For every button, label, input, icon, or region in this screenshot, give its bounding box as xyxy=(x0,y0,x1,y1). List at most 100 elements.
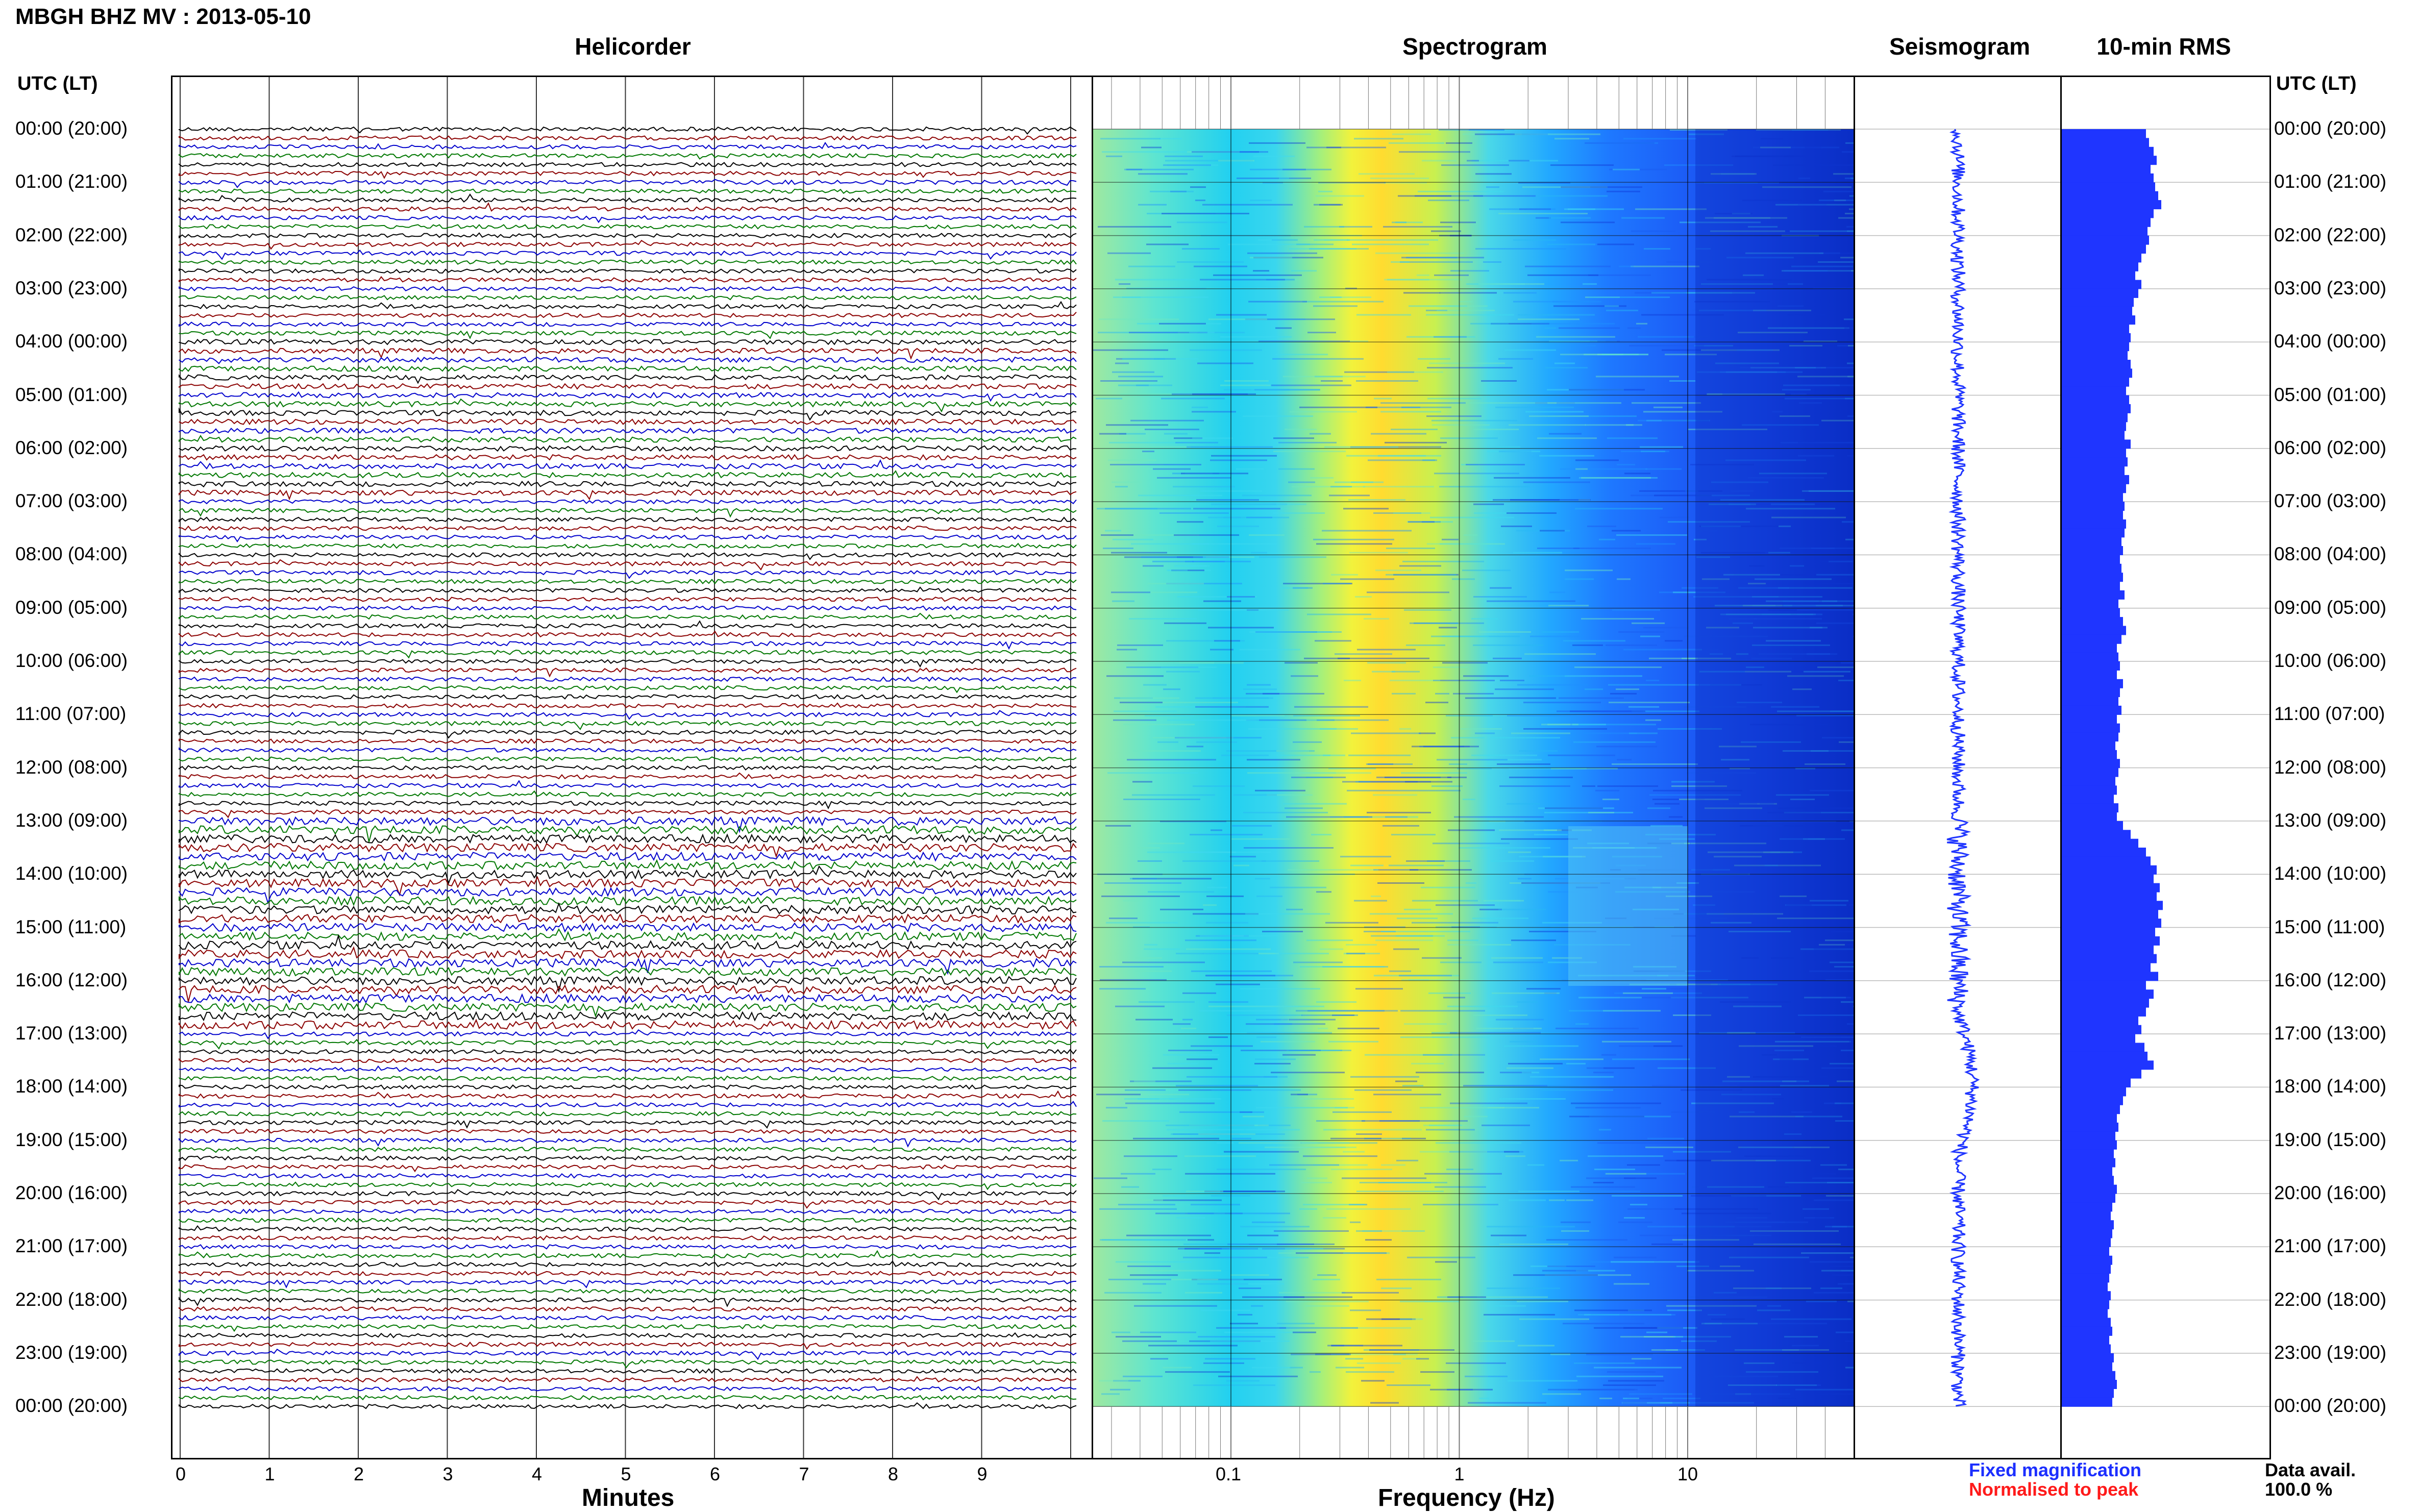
spectrogram-cell xyxy=(1596,376,1679,378)
spectrogram-cell xyxy=(1182,1019,1193,1021)
spectrogram-cell xyxy=(1262,931,1303,932)
spectrogram-cell xyxy=(1548,754,1615,756)
spectrogram-cell xyxy=(1693,834,1713,836)
spectrogram-cell xyxy=(1807,367,1854,369)
spectrogram-cell xyxy=(1440,961,1482,963)
spectrogram-cell xyxy=(1565,569,1613,572)
spectrogram-cell xyxy=(1368,459,1437,461)
spectrogram-cell xyxy=(1316,1120,1365,1122)
spectrogram-cell xyxy=(1373,869,1418,871)
spectrogram-cell xyxy=(1164,433,1188,435)
spectrogram-cell xyxy=(1499,1243,1568,1245)
helicorder-trace xyxy=(179,365,1077,372)
helicorder-trace xyxy=(179,702,1077,709)
spectrogram-cell xyxy=(1383,226,1452,228)
helicorder-trace xyxy=(179,1019,1077,1030)
spectrogram-cell xyxy=(1109,918,1138,920)
spectrogram-cell xyxy=(1140,1331,1196,1333)
rms-bar xyxy=(2062,927,2155,937)
spectrogram-cell xyxy=(1220,336,1292,338)
spectrogram-cell xyxy=(1350,446,1441,448)
minute-tick-label: 5 xyxy=(621,1464,631,1484)
spectrogram-cell xyxy=(1243,811,1328,813)
rms-bar xyxy=(2062,333,2131,342)
spectrogram-cell xyxy=(1614,992,1702,994)
helicorder-trace xyxy=(179,710,1077,720)
spectrogram-cell xyxy=(1299,406,1377,408)
spectrogram-cell xyxy=(1504,1045,1578,1047)
rms-bar xyxy=(2062,138,2149,147)
spectrogram-cell xyxy=(1143,684,1167,686)
spectrogram-cell xyxy=(1130,878,1157,880)
spectrogram-cell xyxy=(1187,151,1240,153)
spectrogram-cell xyxy=(1475,248,1566,250)
spectrogram-cell xyxy=(1239,1287,1261,1290)
spectrogram-cell xyxy=(1708,851,1793,853)
spectrogram-cell xyxy=(1386,574,1456,576)
spectrogram-cell xyxy=(1173,486,1235,488)
spectrogram-cell xyxy=(1102,1239,1174,1241)
helicorder-trace xyxy=(179,825,1077,842)
rms-bar xyxy=(2062,173,2154,183)
spectrogram-cell xyxy=(1285,1248,1323,1250)
spectrogram-cell xyxy=(1652,1085,1737,1087)
spectrogram-cell xyxy=(1845,1340,1854,1342)
spectrogram-cell xyxy=(1369,1349,1454,1351)
spectrogram-cell xyxy=(1104,882,1181,884)
spectrogram-broadband-patch xyxy=(1568,826,1688,986)
helicorder-trace xyxy=(179,772,1077,780)
spectrogram-cell xyxy=(1519,750,1558,752)
helicorder-trace xyxy=(179,1188,1077,1201)
spectrogram-cell xyxy=(1178,1089,1251,1091)
spectrogram-cell xyxy=(1822,600,1854,602)
spectrogram-cell xyxy=(1216,983,1260,985)
spectrogram-cell xyxy=(1736,653,1748,655)
spectrogram-cell xyxy=(1331,1345,1363,1347)
spectrogram-cell xyxy=(1734,864,1821,866)
spectrogram-cell xyxy=(1741,1146,1792,1148)
spectrogram-cell xyxy=(1367,662,1406,664)
spectrogram-cell xyxy=(1227,1014,1302,1016)
spectrogram-cell xyxy=(1504,1151,1519,1153)
spectrogram-cell xyxy=(1155,1212,1243,1214)
spectrogram-cell xyxy=(1423,1204,1498,1206)
spectrogram-cell xyxy=(1845,398,1854,400)
spectrogram-cell xyxy=(1381,931,1470,932)
spectrogram-cell xyxy=(1726,613,1816,615)
time-label-left: 05:00 (01:00) xyxy=(15,384,128,405)
spectrogram-cell xyxy=(1231,838,1290,840)
rms-bar xyxy=(2062,581,2120,591)
helicorder-trace xyxy=(179,1181,1077,1191)
spectrogram-cell xyxy=(1664,164,1733,166)
spectrogram-cell xyxy=(1586,1177,1636,1179)
spectrogram-cell xyxy=(1295,772,1320,774)
spectrogram-cell xyxy=(1660,516,1690,518)
spectrogram-cell xyxy=(1513,301,1601,303)
spectrogram-cell xyxy=(1487,451,1540,453)
spectrogram-cell xyxy=(1276,750,1309,752)
spectrogram-cell xyxy=(1830,1266,1854,1267)
spectrogram-cell xyxy=(1814,1292,1854,1294)
spectrogram-cell xyxy=(1495,688,1554,690)
spectrogram-cell xyxy=(1651,1243,1683,1245)
spectrogram-cell xyxy=(1102,1120,1130,1122)
spectrogram-cell xyxy=(1842,151,1854,153)
spectrogram-cell xyxy=(1101,534,1133,536)
spectrogram-cell xyxy=(1323,754,1345,756)
spectrogram-cell xyxy=(1332,1111,1392,1113)
spectrogram-cell xyxy=(1767,821,1836,823)
spectrogram-cell xyxy=(1584,354,1648,356)
helicorder-trace xyxy=(179,179,1077,188)
spectrogram-cell xyxy=(1509,160,1529,162)
spectrogram-cell xyxy=(1153,468,1191,470)
spectrogram-cell xyxy=(1504,349,1556,351)
spectrogram-cell xyxy=(1665,354,1717,356)
spectrogram-cell xyxy=(1848,345,1854,346)
spectrogram-cell xyxy=(1748,583,1766,585)
spectrogram-cell xyxy=(1772,411,1783,413)
spectrogram-cell xyxy=(1603,1067,1635,1069)
spectrogram-cell xyxy=(1200,935,1244,937)
spectrogram-cell xyxy=(1720,1001,1791,1003)
time-label-left: 19:00 (15:00) xyxy=(15,1129,128,1150)
spectrogram-cell xyxy=(1374,975,1460,977)
